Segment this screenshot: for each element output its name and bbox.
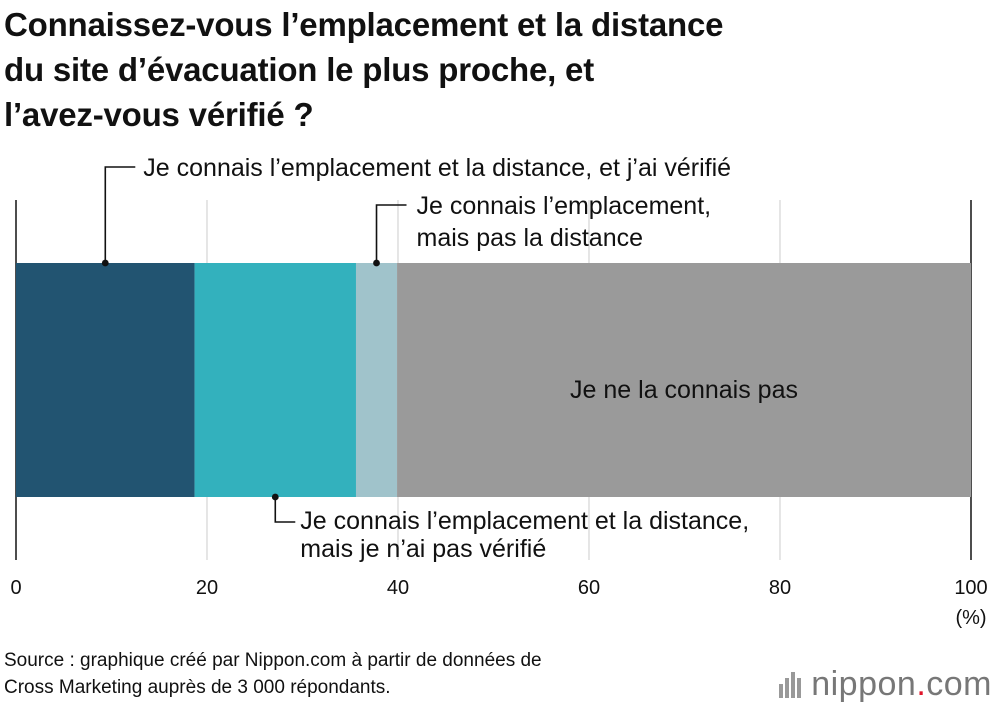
series-label-3a: Je connais l’emplacement, (417, 192, 712, 220)
source-line: Source : graphique créé par Nippon.com à… (4, 650, 542, 671)
series-label-2b: mais je n’ai pas vérifié (300, 535, 546, 563)
logo-bars-icon (779, 671, 803, 698)
x-axis-unit: (%) (955, 607, 986, 629)
x-tick-label: 100 (954, 577, 987, 599)
x-tick-label: 0 (10, 577, 21, 599)
label-1-leader-line (104, 166, 136, 263)
label-2-leader-line (274, 497, 296, 523)
x-tick-label: 80 (769, 577, 791, 599)
stacked-bar-chart: 0 20 40 60 80 100 (%) Je connais l’emplacement … (10, 154, 987, 629)
bar-segment-2 (194, 263, 356, 497)
chart-title: Connaissez-vous l’emplacement et la dist… (4, 2, 984, 137)
series-label-4: Je ne la connais pas (570, 376, 798, 404)
label-2-leader-dot (271, 493, 279, 501)
series-label-3b: mais pas la distance (417, 224, 644, 252)
logo-wordmark: nippon (811, 665, 917, 703)
source-note: Source : graphique créé par Nippon.com à… (4, 647, 542, 701)
logo-dot: . (916, 665, 927, 703)
bar-segment-1 (16, 263, 195, 497)
series-label-2a: Je connais l’emplacement et la distance, (300, 507, 749, 535)
series-label-1: Je connais l’emplacement et la distance,… (143, 154, 731, 182)
title-line: du site d’évacuation le plus proche, et (4, 51, 595, 88)
source-line: Cross Marketing auprès de 3 000 répondan… (4, 677, 391, 698)
bar-segment-3 (355, 263, 398, 497)
x-tick-label: 60 (578, 577, 600, 599)
x-tick-label: 40 (387, 577, 409, 599)
label-3-leader-line (375, 204, 407, 263)
title-line: l’avez-vous vérifié ? (4, 96, 314, 133)
nippon-logo: nippon. com (779, 665, 992, 704)
bar-segment-4 (397, 263, 971, 497)
title-line: Connaissez-vous l’emplacement et la dist… (4, 6, 724, 43)
logo-tld: com (926, 665, 992, 703)
label-3-leader-dot (373, 259, 380, 267)
x-tick-label: 20 (196, 577, 218, 599)
label-1-leader-dot (101, 259, 109, 267)
